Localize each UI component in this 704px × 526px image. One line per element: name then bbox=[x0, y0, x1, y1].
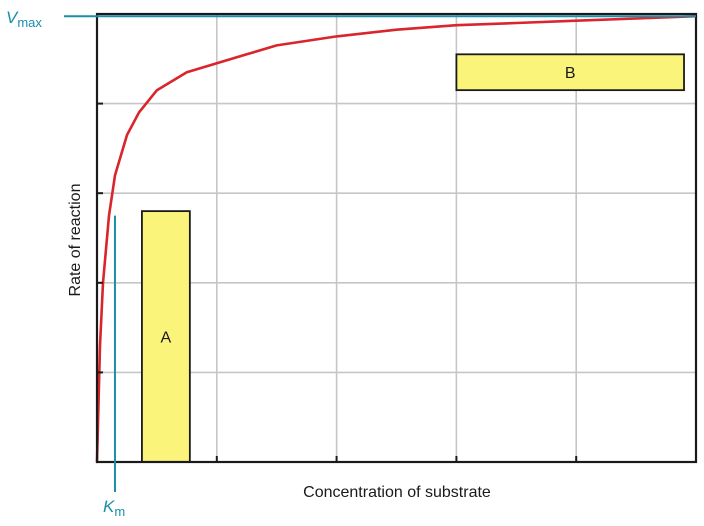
box-a bbox=[141, 210, 191, 463]
curve-layer bbox=[95, 14, 698, 464]
plot-frame bbox=[95, 12, 698, 464]
box-a-label: A bbox=[161, 330, 172, 347]
x-axis-title: Concentration of substrate bbox=[303, 484, 491, 501]
label-boxes: AB bbox=[141, 53, 685, 463]
box-b bbox=[455, 53, 685, 92]
axes bbox=[95, 12, 698, 464]
km-label: Km bbox=[103, 497, 125, 519]
y-axis-title: Rate of reaction bbox=[67, 184, 84, 297]
box-b-label: B bbox=[565, 65, 576, 82]
reaction-rate-curve bbox=[95, 14, 698, 464]
vmax-label: Vmax bbox=[6, 8, 42, 30]
